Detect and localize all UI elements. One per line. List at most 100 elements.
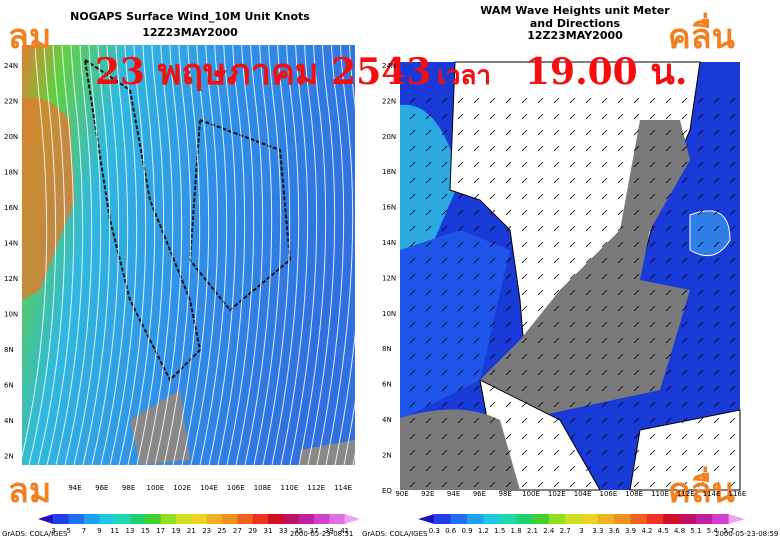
wave-arrow (457, 113, 464, 120)
wave-arrow (633, 161, 640, 168)
wave-arrow (409, 465, 416, 472)
wave-arrow (617, 161, 624, 168)
colorbar-swatch (252, 514, 269, 524)
wave-arrow (681, 401, 688, 408)
streamline (280, 3, 332, 466)
lat-label: 16N (382, 204, 396, 212)
wave-arrow (697, 177, 704, 184)
wave-arrow (665, 305, 672, 312)
wave-arrow (505, 481, 512, 488)
colorbar-label: 3.6 (609, 527, 621, 535)
wave-arrow (537, 369, 544, 376)
wave-label: คลื่น (668, 12, 735, 57)
wave-arrow (521, 161, 528, 168)
wave-arrow (505, 193, 512, 200)
colorbar-swatch (237, 514, 253, 524)
wave-arrow (441, 481, 448, 488)
wave-arrow (665, 113, 672, 120)
right-title: WAM Wave Heights unit Meter (480, 4, 670, 17)
wave-arrow (505, 257, 512, 264)
wave-arrow (601, 417, 608, 424)
colorbar-swatch (646, 514, 664, 524)
streamline (64, 0, 116, 466)
wave-arrow (713, 465, 720, 472)
wave-arrow (665, 433, 672, 440)
wave-arrow (697, 481, 704, 488)
wave-arrow (681, 113, 688, 120)
lon-label: 104E (200, 484, 218, 492)
wave-arrow (617, 129, 624, 136)
wave-arrow (713, 145, 720, 152)
wave-arrow (617, 97, 624, 104)
wave-arrow (473, 257, 480, 264)
streamline (316, 5, 368, 466)
wave-arrow (441, 433, 448, 440)
wave-arrow (457, 433, 464, 440)
lat-label: 4N (382, 416, 392, 424)
wave-arrow (713, 97, 720, 104)
time-word: เวลา (437, 61, 491, 91)
colorbar-swatch (434, 514, 451, 524)
lon-label: 108E (254, 484, 272, 492)
wave-arrow (473, 129, 480, 136)
wave-arrow (665, 209, 672, 216)
wave-arrow (649, 401, 656, 408)
streamline (91, 0, 143, 466)
wave-arrow (409, 305, 416, 312)
wave-arrow (553, 385, 560, 392)
wave-arrow (569, 129, 576, 136)
wave-arrow (505, 433, 512, 440)
wave-arrow (457, 353, 464, 360)
wave-arrow (697, 337, 704, 344)
wave-arrow (409, 273, 416, 280)
colorbar-swatch (483, 514, 501, 524)
lat-label: 2N (382, 451, 392, 459)
wave-arrow (457, 145, 464, 152)
colorbar-label: 3.3 (592, 527, 603, 535)
wave-arrow (489, 177, 496, 184)
wave-arrow (441, 449, 448, 456)
wave-arrow (697, 129, 704, 136)
wave-arrow (713, 481, 720, 488)
colorbar-swatch (298, 514, 315, 524)
wave-arrow (665, 193, 672, 200)
wave-arrow (441, 193, 448, 200)
streamline (154, 0, 206, 466)
lon-label: 98E (499, 490, 512, 498)
wave-arrow (521, 465, 528, 472)
wave-arrow (441, 353, 448, 360)
wave-arrow (457, 369, 464, 376)
wave-arrow (697, 273, 704, 280)
wave-arrow (569, 177, 576, 184)
wave-arrow (473, 193, 480, 200)
wave-arrow (633, 449, 640, 456)
colorbar-swatch (283, 514, 299, 524)
colorbar-swatch (314, 514, 330, 524)
wave-arrow (649, 177, 656, 184)
wave-arrow (505, 369, 512, 376)
right-subtitle: 12Z23MAY2000 (527, 29, 623, 42)
wave-arrow (649, 241, 656, 248)
wave-arrow (681, 257, 688, 264)
wave-arrow (473, 305, 480, 312)
wave-arrow (537, 433, 544, 440)
wave-arrow (457, 209, 464, 216)
wave-arrow (601, 433, 608, 440)
streamline (82, 0, 134, 466)
wave-arrow (553, 145, 560, 152)
wave-arrow (457, 241, 464, 248)
wave-arrow (537, 481, 544, 488)
streamline (172, 0, 224, 466)
wave-arrow (729, 225, 736, 232)
wave-arrow (409, 481, 416, 488)
wave-arrow (585, 385, 592, 392)
wave-arrow (713, 401, 720, 408)
wave-arrow (569, 433, 576, 440)
wave-arrow (681, 209, 688, 216)
wave-arrow (489, 209, 496, 216)
wave-arrow (457, 337, 464, 344)
colorbar-label: 37 (310, 527, 319, 535)
colorbar-label: 3 (51, 527, 55, 535)
wave-arrow (425, 225, 432, 232)
wave-arrow (649, 257, 656, 264)
